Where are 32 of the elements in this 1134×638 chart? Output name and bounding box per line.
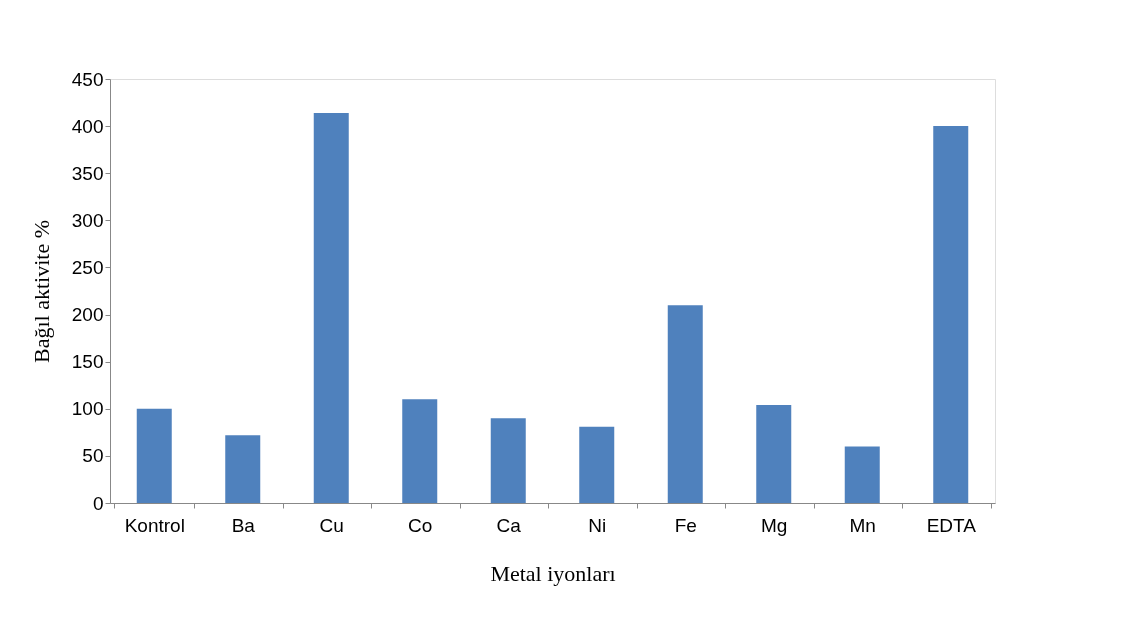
y-tick-label: 250 <box>71 256 104 278</box>
x-tick-label: Ba <box>231 514 256 536</box>
x-tick-label: Fe <box>674 514 697 536</box>
x-tick-label: Mn <box>849 514 876 536</box>
bar <box>313 112 349 503</box>
bar <box>844 446 880 503</box>
x-tick-label: Ni <box>588 514 607 536</box>
x-tick-label: Ca <box>496 514 522 536</box>
bar <box>490 418 526 503</box>
bar <box>667 305 703 503</box>
y-tick-label: 350 <box>71 162 104 184</box>
y-tick-label: 300 <box>71 209 104 231</box>
x-axis-title: Metal iyonları <box>490 560 616 586</box>
x-tick-label: Cu <box>319 514 344 536</box>
bar <box>579 426 615 503</box>
x-tick-label: EDTA <box>926 514 977 536</box>
y-tick-label: 0 <box>92 492 104 514</box>
bar <box>225 435 261 503</box>
y-tick-label: 50 <box>82 445 104 467</box>
bar <box>136 408 172 503</box>
x-tick-label: Mg <box>761 514 788 536</box>
y-tick-label: 400 <box>71 115 104 137</box>
bar <box>756 405 792 503</box>
x-tick-label: Co <box>408 514 433 536</box>
y-tick-label: 150 <box>71 351 104 373</box>
y-tick-label: 450 <box>71 68 104 90</box>
y-tick-label: 200 <box>71 304 104 326</box>
bar <box>402 399 438 503</box>
x-tick-label: Kontrol <box>124 514 185 536</box>
y-tick-label: 100 <box>71 398 104 420</box>
bar <box>933 126 969 503</box>
y-axis-title: Bağıl aktivite % <box>28 220 54 363</box>
